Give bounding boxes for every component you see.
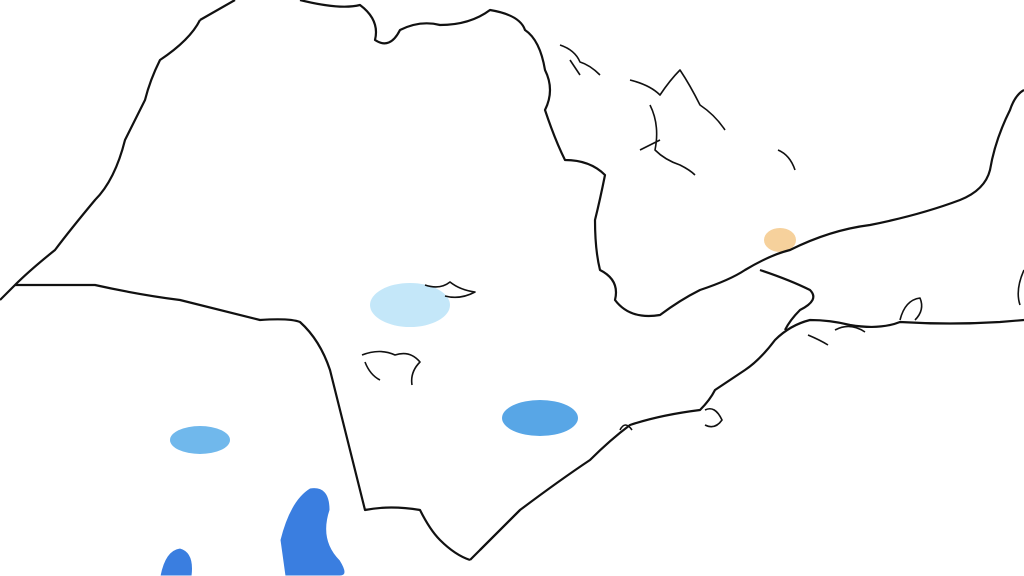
orange-shading (269, 0, 1024, 261)
blue-shading (0, 39, 1024, 576)
boundaries (0, 0, 1024, 562)
